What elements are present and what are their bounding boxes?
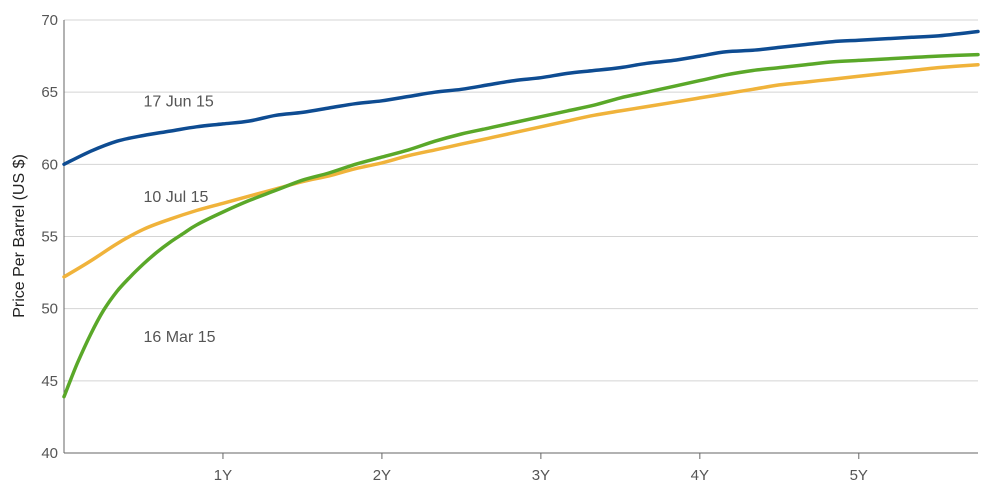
series-line-0 (62, 29, 980, 167)
series-label-1: 10 Jul 15 (143, 189, 208, 206)
series-label-0: 17 Jun 15 (143, 94, 213, 111)
y-tick-label-45: 45 (41, 373, 58, 390)
y-tick-labels: 40 45 50 55 60 65 70 (41, 12, 58, 462)
x-tick-label-1Y: 1Y (214, 467, 232, 484)
series-line-1 (62, 62, 980, 279)
y-tick-label-55: 55 (41, 229, 58, 246)
x-tick-label-4Y: 4Y (691, 467, 709, 484)
series-lines (62, 29, 980, 399)
series-line-2 (62, 52, 980, 399)
series-label-2: 16 Mar 15 (143, 329, 215, 346)
y-tick-label-60: 60 (41, 156, 58, 173)
x-tick-label-2Y: 2Y (373, 467, 391, 484)
x-tick-label-5Y: 5Y (850, 467, 868, 484)
y-tick-label-65: 65 (41, 84, 58, 101)
x-tick-labels: 1Y 2Y 3Y 4Y 5Y (214, 453, 868, 484)
y-axis-title: Price Per Barrel (US $) (11, 154, 28, 318)
axes (63, 20, 978, 454)
y-tick-label-50: 50 (41, 301, 58, 318)
x-tick-label-3Y: 3Y (532, 467, 550, 484)
y-tick-label-40: 40 (41, 445, 58, 462)
y-tick-label-70: 70 (41, 12, 58, 29)
gridlines (64, 19, 978, 382)
series-labels: 17 Jun 15 10 Jul 15 16 Mar 15 (143, 94, 215, 346)
